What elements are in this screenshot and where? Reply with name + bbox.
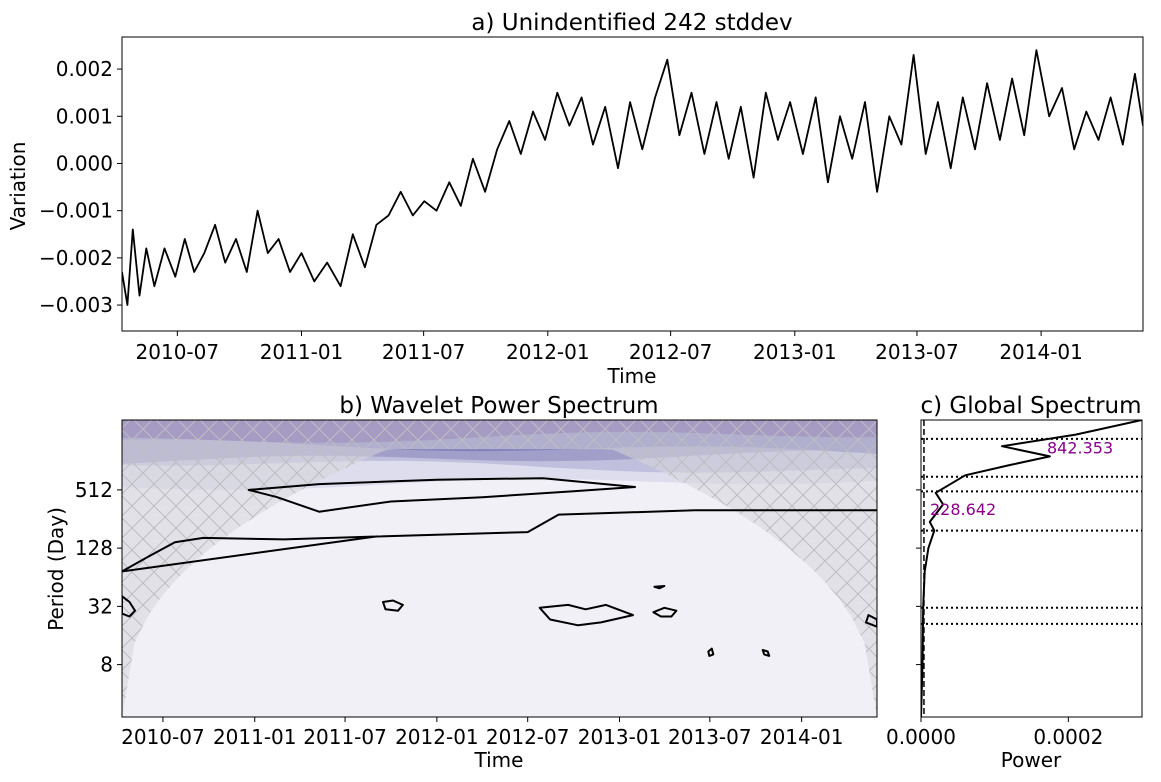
x-tick-label: 2010-07 <box>121 725 205 749</box>
x-tick-label: 2011-01 <box>213 725 297 749</box>
significance-contour-8 <box>761 649 771 657</box>
cone-of-influence-hatch <box>122 420 877 717</box>
panel-c-title: c) Global Spectrum <box>920 393 1141 419</box>
y-tick-label: 8 <box>100 653 113 677</box>
x-tick-label: 2012-07 <box>486 725 570 749</box>
x-tick-label: 2010-07 <box>136 340 220 364</box>
x-tick-label: 2013-01 <box>578 725 662 749</box>
panel-a-x-ticks: 2010-07 2011-01 2011-07 2012-01 2012-07 2013-… <box>136 331 1083 364</box>
panel-c: c) Global Spectrum 0.0000 0.0002 842.353 2… <box>886 393 1143 772</box>
x-tick-label: 2013-07 <box>875 340 959 364</box>
panel-b-title: b) Wavelet Power Spectrum <box>339 393 658 419</box>
series-line-0 <box>122 49 1143 306</box>
x-tick-label: 2014-01 <box>999 340 1083 364</box>
global-power-curve <box>921 420 1142 717</box>
peak-label: 228.642 <box>930 500 996 519</box>
panel-b-ylabel: Period (Day) <box>44 507 68 631</box>
x-tick-label: 2013-01 <box>753 340 837 364</box>
panel-b: b) Wavelet Power Spectrum 2010-07 2011-01… <box>44 393 878 772</box>
peak-label: 842.353 <box>1047 439 1113 458</box>
significance-contour-7 <box>707 647 715 657</box>
x-tick-label: 2012-01 <box>395 725 479 749</box>
panel-c-xlabel: Power <box>1001 748 1062 772</box>
x-tick-label: 2012-07 <box>629 340 713 364</box>
y-tick-label: 0.001 <box>56 104 113 128</box>
panel-c-plot-area <box>921 420 1142 717</box>
panel-b-x-ticks: 2010-07 2011-01 2011-07 2012-01 2012-07 2013-… <box>121 717 843 749</box>
panel-a-frame <box>121 36 1144 332</box>
y-tick-label: 32 <box>88 594 113 618</box>
significance-contour-9 <box>865 614 877 628</box>
y-tick-label: 128 <box>75 536 113 560</box>
panel-c-peak-labels: 842.353 228.642 <box>930 439 1113 519</box>
x-tick-label: 2012-01 <box>506 340 590 364</box>
panel-b-xlabel: Time <box>474 748 524 772</box>
panel-b-plot-area <box>122 420 877 717</box>
panel-a-plot-area <box>122 49 1143 306</box>
significance-contour-6 <box>653 585 666 590</box>
significance-contour-3 <box>382 599 404 612</box>
panel-c-frame <box>920 419 1143 718</box>
x-tick-label: 0.0000 <box>886 725 956 749</box>
panel-c-y-ticks <box>916 489 921 666</box>
y-tick-label: −0.002 <box>39 246 113 270</box>
y-tick-label: 0.002 <box>56 57 113 81</box>
significance-contour-2 <box>122 595 136 618</box>
significance-contour-4 <box>538 603 634 627</box>
y-tick-label: 512 <box>75 478 113 502</box>
panel-a: a) Unindentified 242 stddev 2010-07 2011-… <box>6 10 1144 388</box>
panel-a-y-ticks: 0.002 0.001 0.000 −0.001 −0.002 −0.003 <box>39 57 122 317</box>
significance-contour-5 <box>652 606 678 618</box>
y-tick-label: −0.001 <box>39 199 113 223</box>
x-tick-label: 2014-01 <box>760 725 844 749</box>
y-tick-label: 0.000 <box>56 151 113 175</box>
y-tick-label: −0.003 <box>39 293 113 317</box>
x-tick-label: 0.0002 <box>1033 725 1103 749</box>
panel-c-x-ticks: 0.0000 0.0002 <box>886 717 1103 749</box>
panel-b-y-ticks: 512 128 32 8 <box>75 478 122 677</box>
x-tick-label: 2013-07 <box>668 725 752 749</box>
x-tick-label: 2011-07 <box>303 725 387 749</box>
panel-a-title: a) Unindentified 242 stddev <box>471 10 792 36</box>
x-tick-label: 2011-01 <box>260 340 344 364</box>
significance-contour-0 <box>247 477 636 513</box>
panel-a-ylabel: Variation <box>6 142 30 231</box>
x-tick-label: 2011-07 <box>382 340 466 364</box>
panel-a-xlabel: Time <box>607 364 657 388</box>
panel-b-frame <box>121 419 878 718</box>
significance-contour-1 <box>122 509 877 573</box>
